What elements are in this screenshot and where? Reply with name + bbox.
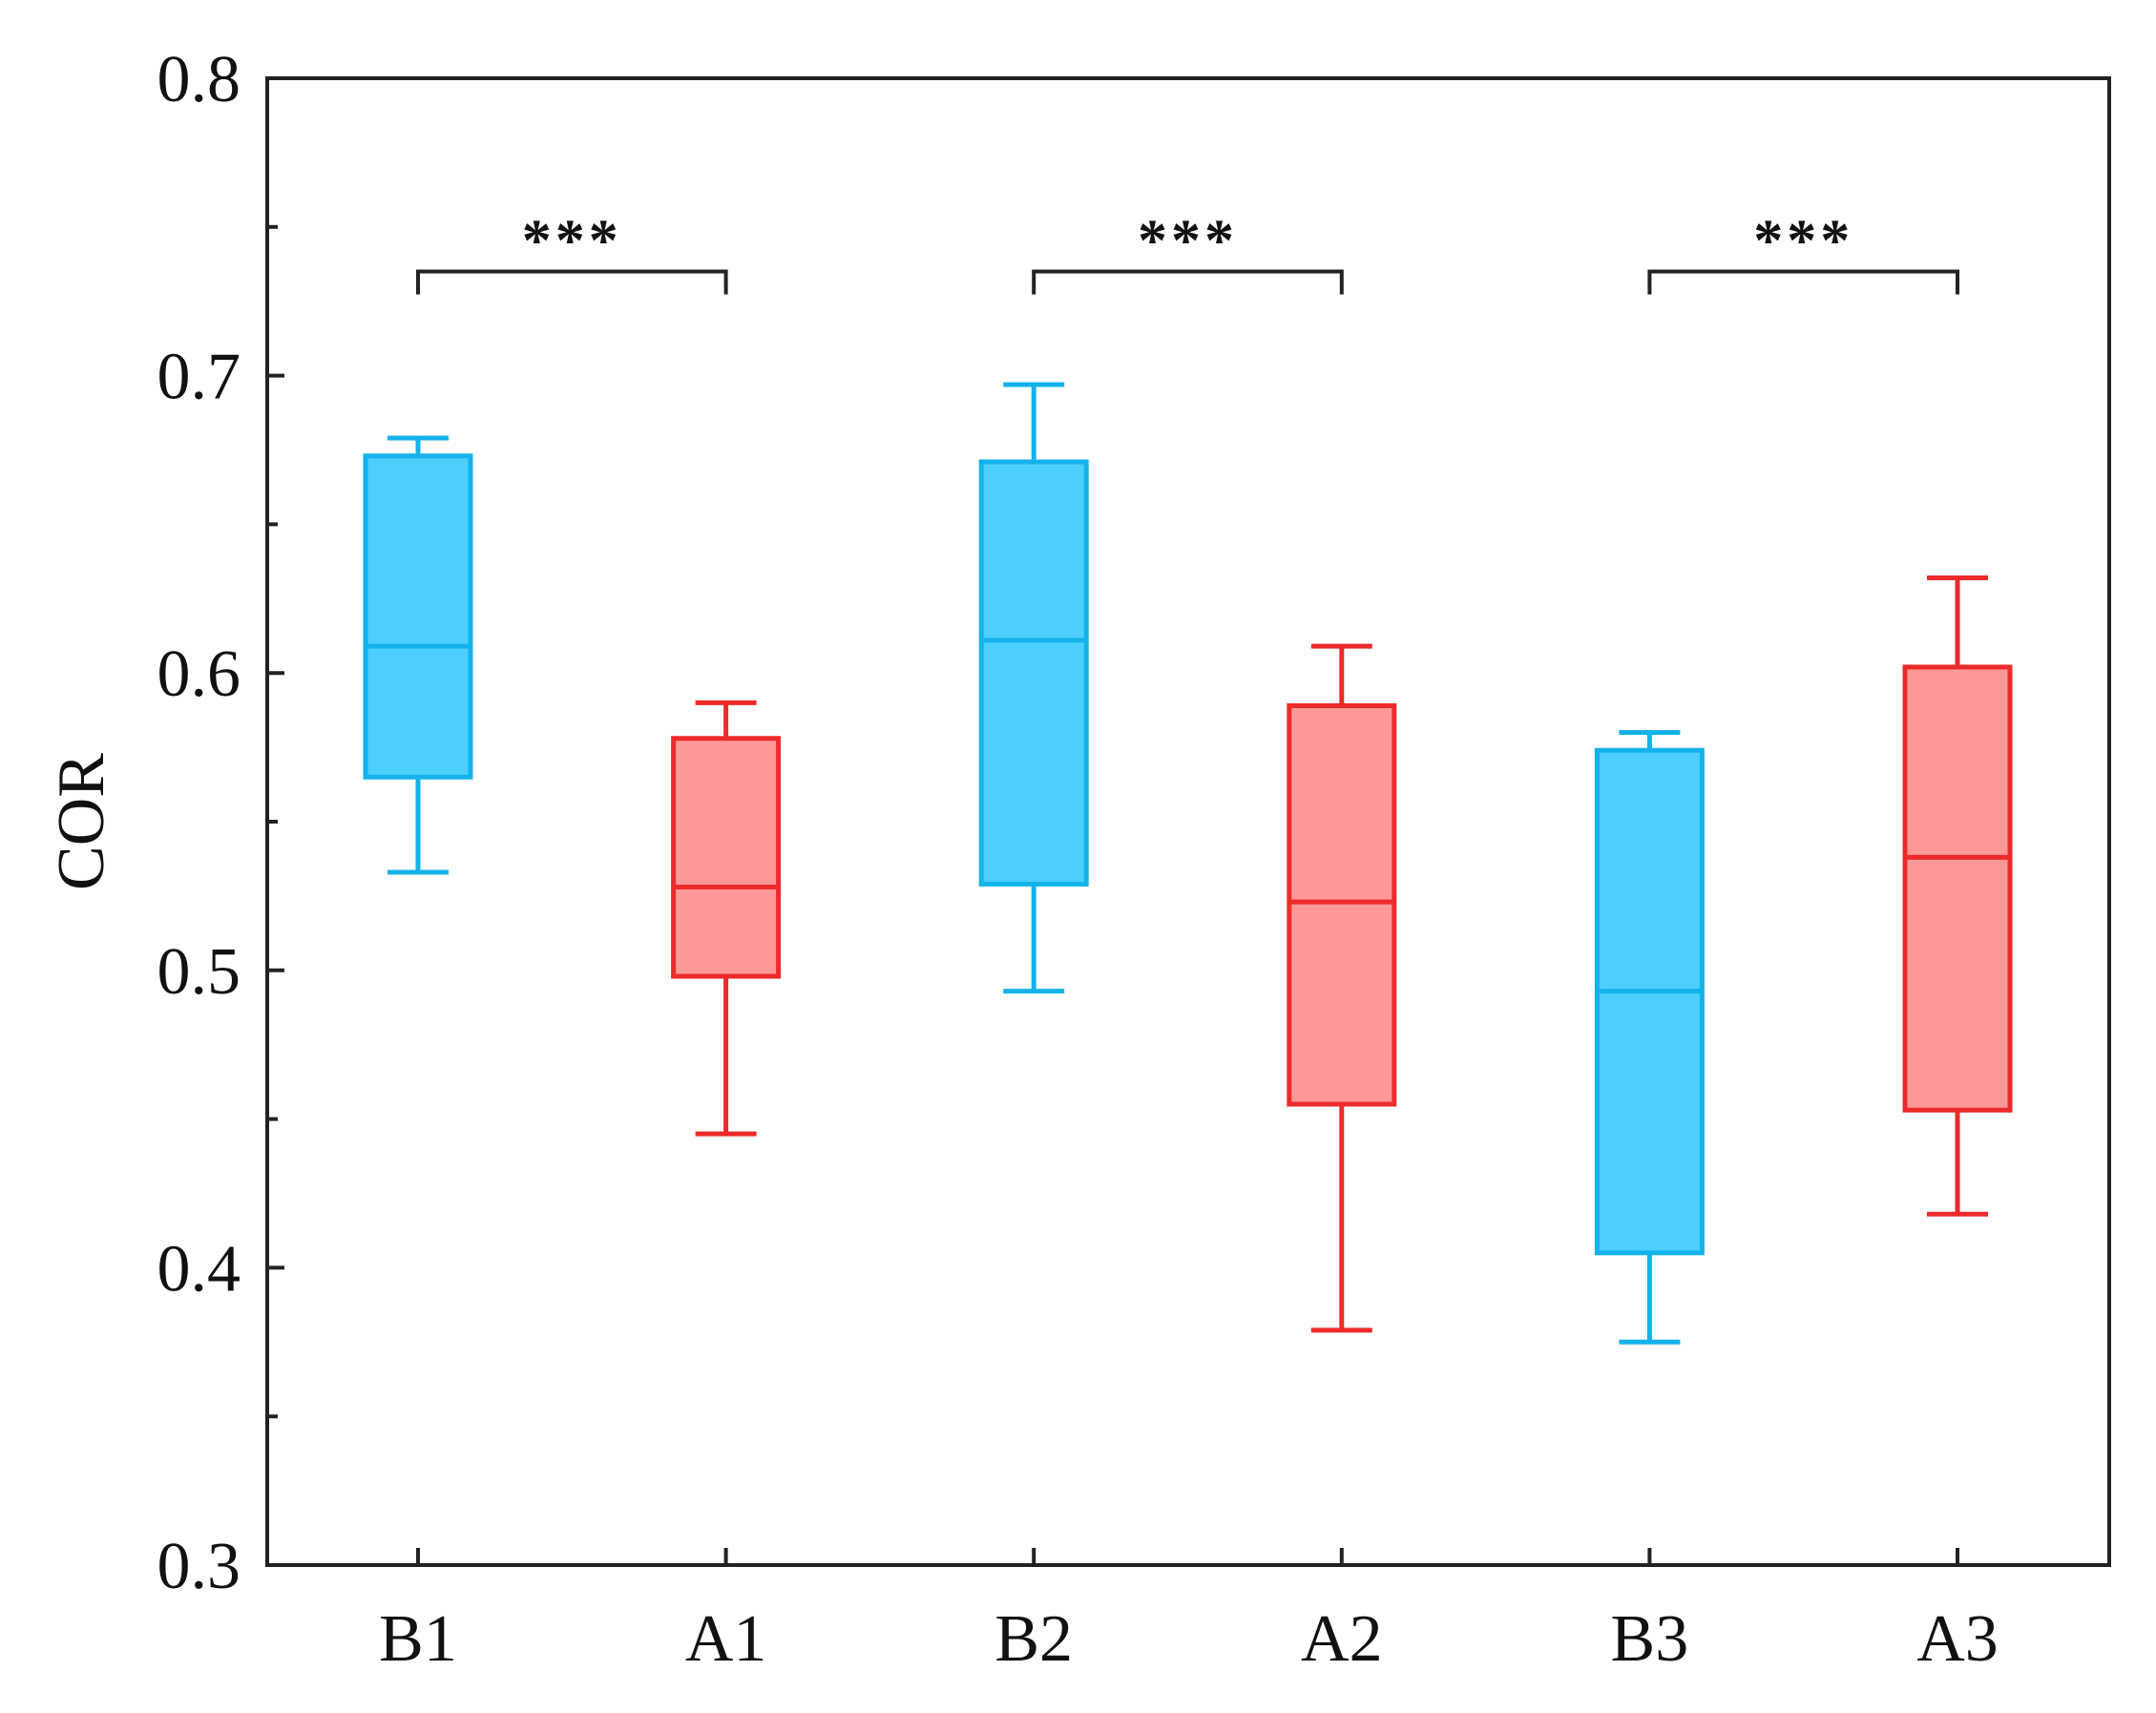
box-b2	[978, 382, 1089, 994]
x-tick-label-b1: B1	[379, 1602, 457, 1676]
iqr-box-a3	[1902, 664, 2013, 1113]
significance-bracket	[416, 269, 728, 295]
significance-1: ***	[416, 209, 728, 295]
x-tick-label-a2: A2	[1301, 1602, 1383, 1676]
y-tick-label: 0.5	[157, 935, 241, 1009]
significance-label: ***	[522, 209, 622, 274]
y-tick-label: 0.6	[157, 637, 241, 711]
significance-2: ***	[1032, 209, 1344, 295]
iqr-box-b3	[1594, 747, 1705, 1256]
y-tick-label: 0.4	[157, 1232, 241, 1306]
y-tick-label: 0.8	[157, 43, 241, 116]
labels-layer: 0.3 0.4 0.5 0.6 0.7 0.8 B1 A1 B2 A2 B3 A3	[157, 43, 1999, 1676]
significance-bracket	[1647, 269, 1959, 295]
annotations-layer: *** *** ***	[416, 209, 1959, 295]
box-b1	[363, 435, 473, 875]
significance-label: ***	[1753, 209, 1853, 274]
box-a3	[1902, 574, 2013, 1217]
box-a2	[1287, 643, 1397, 1333]
plot-frame	[265, 76, 2111, 1567]
x-tick-label-a3: A3	[1916, 1602, 1999, 1676]
iqr-box-a2	[1287, 702, 1397, 1107]
y-tick-label: 0.7	[157, 341, 241, 414]
y-axis-label: COR	[45, 753, 118, 890]
box-a1	[671, 700, 782, 1137]
x-tick-label-a1: A1	[685, 1602, 767, 1676]
x-tick-label-b3: B3	[1611, 1602, 1689, 1676]
significance-3: ***	[1647, 209, 1959, 295]
x-tick-label-b2: B2	[994, 1602, 1073, 1676]
significance-label: ***	[1138, 209, 1238, 274]
boxes-layer	[363, 382, 2013, 1345]
iqr-box-b1	[363, 453, 473, 780]
iqr-box-a1	[671, 736, 782, 979]
significance-bracket	[1032, 269, 1344, 295]
box-b3	[1594, 730, 1705, 1345]
y-tick-label: 0.3	[157, 1530, 241, 1603]
iqr-box-b2	[978, 459, 1089, 887]
